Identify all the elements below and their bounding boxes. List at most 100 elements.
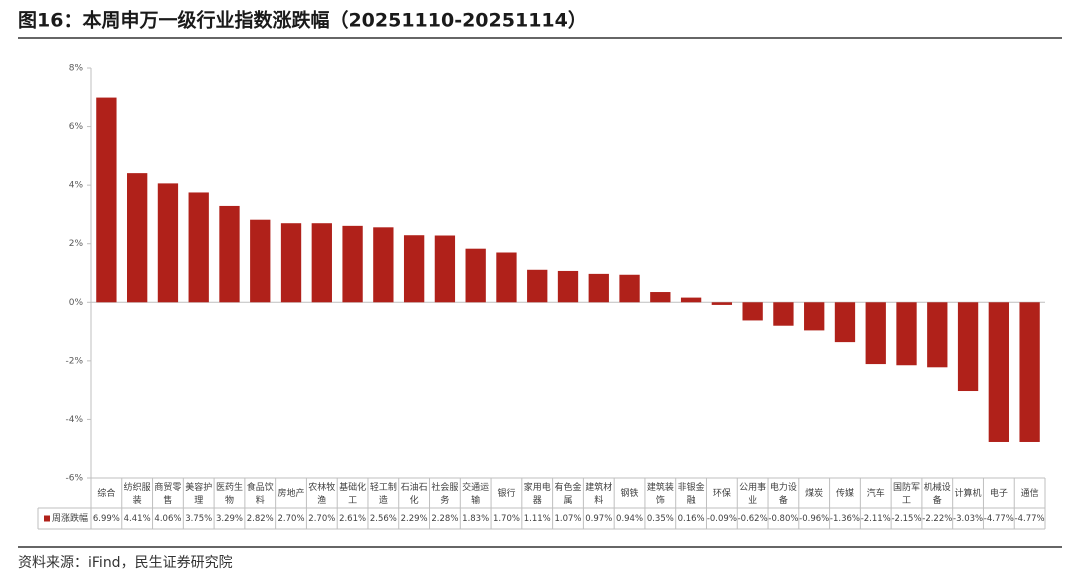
bar <box>96 97 117 303</box>
bar <box>804 302 825 331</box>
x-tick-label: 美容护理 <box>185 481 212 506</box>
value-label: -0.80% <box>768 514 798 524</box>
x-tick-label: 农林牧渔 <box>308 481 335 506</box>
label-line: 物 <box>225 494 234 506</box>
value-label: 6.99% <box>93 514 120 524</box>
value-label: 2.56% <box>370 514 397 524</box>
x-tick-label: 食品饮料 <box>247 481 274 506</box>
value-label: -1.36% <box>830 514 860 524</box>
value-label: 4.06% <box>154 514 181 524</box>
label-line: 电力设 <box>770 481 797 493</box>
value-label: 4.41% <box>124 514 151 524</box>
label-line: 煤炭 <box>805 487 823 499</box>
label-line: 环保 <box>713 487 731 499</box>
x-tick-label: 计算机 <box>955 487 982 499</box>
bar <box>188 192 209 303</box>
label-line: 综合 <box>97 487 115 499</box>
bar <box>465 248 486 303</box>
bar <box>557 270 579 303</box>
x-tick-label: 钢铁 <box>621 487 639 499</box>
chart-title: 图16：本周申万一级行业指数涨跌幅（20251110-20251114） <box>18 9 587 32</box>
y-tick-label: 6% <box>69 122 84 132</box>
value-label: 3.75% <box>185 514 212 524</box>
label-line: 理 <box>194 495 203 506</box>
legend-swatch <box>44 515 50 522</box>
x-tick-label: 有色金属 <box>554 481 581 506</box>
x-tick-label: 国防军工 <box>893 481 920 506</box>
x-tick-label: 汽车 <box>867 487 885 499</box>
label-line: 商贸零 <box>154 481 181 493</box>
label-line: 属 <box>563 495 572 506</box>
bar <box>742 302 763 321</box>
value-label: 2.29% <box>401 514 428 524</box>
label-line: 非银金 <box>678 481 705 493</box>
y-tick-label: 4% <box>69 181 84 191</box>
label-line: 农林牧 <box>308 481 335 493</box>
bar <box>127 173 148 303</box>
y-tick-label: -2% <box>65 356 83 366</box>
bar <box>619 274 640 303</box>
bar <box>250 219 271 303</box>
label-line: 工 <box>348 496 357 506</box>
x-tick-label: 轻工制造 <box>370 481 397 506</box>
x-tick-label: 建筑装饰 <box>647 481 674 506</box>
bar <box>280 223 302 303</box>
x-tick-label: 电子 <box>990 487 1008 499</box>
x-tick-label: 综合 <box>97 487 115 499</box>
x-tick-label: 交通运输 <box>462 481 489 506</box>
label-line: 造 <box>379 494 388 506</box>
value-label: -4.77% <box>984 514 1014 524</box>
label-line: 计算机 <box>955 487 982 499</box>
x-tick-label: 非银金融 <box>678 481 705 506</box>
x-tick-label: 家用电器 <box>524 481 551 506</box>
label-line: 医药生 <box>216 481 243 493</box>
value-label: 0.97% <box>585 514 612 524</box>
label-line: 建筑材 <box>585 481 612 493</box>
label-line: 社会服 <box>431 481 458 493</box>
bar <box>373 227 394 303</box>
label-line: 备 <box>779 494 788 506</box>
value-label: -0.96% <box>799 514 829 524</box>
x-tick-label: 社会服务 <box>431 481 458 506</box>
x-tick-label: 医药生物 <box>216 481 243 506</box>
x-tick-label: 传媒 <box>836 487 854 499</box>
value-label: 2.61% <box>339 514 366 524</box>
label-line: 输 <box>471 494 480 506</box>
label-line: 银行 <box>497 487 515 499</box>
bar <box>988 302 1009 442</box>
bar <box>957 302 979 392</box>
label-line: 建筑装 <box>647 481 674 493</box>
value-label: 2.70% <box>278 514 305 524</box>
value-label: -0.09% <box>707 514 737 524</box>
x-tick-label: 银行 <box>497 487 515 499</box>
x-tick-label: 通信 <box>1021 487 1039 499</box>
value-label: -3.03% <box>953 514 983 524</box>
label-line: 家用电 <box>524 481 551 493</box>
value-label: 3.29% <box>216 514 243 524</box>
label-line: 装 <box>133 494 142 506</box>
x-tick-label: 煤炭 <box>805 487 823 499</box>
value-label: -2.11% <box>861 514 891 524</box>
label-line: 国防军 <box>893 481 920 493</box>
value-label: 2.70% <box>308 514 335 524</box>
x-tick-label: 建筑材料 <box>585 481 612 506</box>
y-tick-label: 2% <box>69 239 84 249</box>
label-line: 食品饮 <box>247 481 274 493</box>
value-label: 0.94% <box>616 514 643 524</box>
bar <box>834 302 856 343</box>
bar <box>434 235 456 303</box>
x-tick-label: 基础化工 <box>339 481 366 506</box>
legend-label: 周涨跌幅 <box>52 512 88 524</box>
bar <box>527 269 548 303</box>
x-tick-label: 机械设备 <box>924 481 951 506</box>
value-label: -0.62% <box>738 514 768 524</box>
label-line: 备 <box>933 494 942 506</box>
value-label: 1.83% <box>462 514 489 524</box>
value-label: -4.77% <box>1015 514 1045 524</box>
source-note: 资料来源：iFind，民生证券研究院 <box>18 555 233 571</box>
label-line: 工 <box>902 496 911 506</box>
label-line: 基础化 <box>339 481 366 493</box>
value-label: 2.28% <box>431 514 458 524</box>
x-tick-label: 电力设备 <box>770 481 797 506</box>
